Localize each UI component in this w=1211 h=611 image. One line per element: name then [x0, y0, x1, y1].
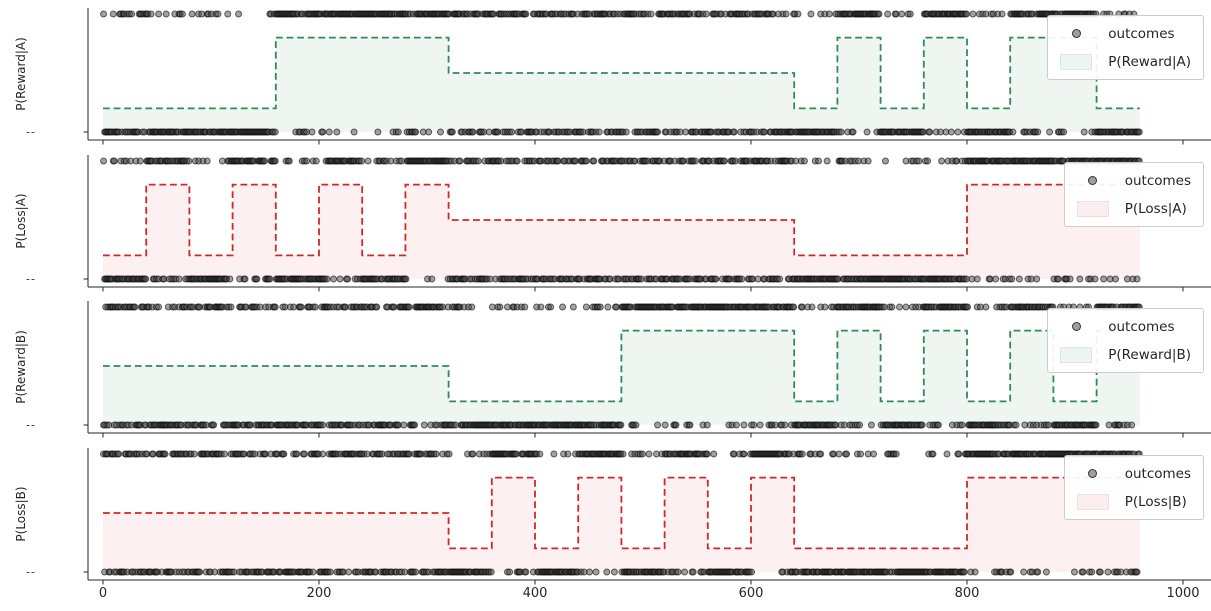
legend-label-outcomes: outcomes: [1124, 465, 1191, 482]
x-axis-tick-labels: 0 200 400 600 800 1000: [0, 585, 1211, 609]
probability-patch-icon: [1076, 200, 1109, 217]
subplot-reward-a: P(Reward|A) -- outcomes P(Reward|A): [0, 8, 1211, 155]
legend-marker-col: [1054, 29, 1098, 38]
subplot-reward-b: P(Reward|B) -- outcomes P(Reward|B): [0, 301, 1211, 448]
plot-area: [83, 155, 1211, 292]
legend-label-probability: P(Loss|A): [1124, 200, 1187, 217]
y-tick-label: --: [26, 418, 36, 432]
legend-patch-col: [1071, 493, 1115, 510]
y-axis-label: P(Reward|A): [14, 37, 28, 111]
x-tick-label: 1000: [1166, 586, 1200, 601]
legend-entry-outcomes: outcomes: [1054, 314, 1191, 339]
probability-patch-icon: [1060, 53, 1093, 70]
plot-area: [83, 301, 1211, 438]
legend-entry-probability: P(Reward|B): [1054, 342, 1191, 367]
legend: outcomes P(Reward|A): [1047, 15, 1204, 80]
plot-area: [83, 448, 1211, 585]
outcomes-marker-icon: [1088, 469, 1098, 478]
x-tick-label: 0: [98, 586, 108, 601]
legend-marker-col: [1071, 469, 1115, 478]
y-tick-label: --: [26, 125, 36, 139]
legend: outcomes P(Loss|A): [1063, 162, 1204, 227]
legend-label-probability: P(Reward|B): [1108, 346, 1191, 363]
legend-patch-col: [1054, 53, 1098, 70]
y-tick-label: --: [26, 565, 36, 579]
legend-patch-col: [1071, 200, 1115, 217]
outcomes-marker-icon: [1071, 29, 1081, 38]
y-axis-label: P(Reward|B): [14, 330, 28, 404]
x-tick-label: 200: [306, 586, 332, 601]
legend-entry-outcomes: outcomes: [1071, 168, 1191, 193]
x-tick-label: 600: [738, 586, 764, 601]
outcomes-marker-icon: [1071, 322, 1081, 331]
legend-label-outcomes: outcomes: [1124, 172, 1191, 189]
legend-entry-outcomes: outcomes: [1054, 21, 1191, 46]
legend-label-outcomes: outcomes: [1108, 25, 1175, 42]
legend-marker-col: [1071, 176, 1115, 185]
legend-label-probability: P(Reward|A): [1108, 53, 1191, 70]
legend: outcomes P(Loss|B): [1063, 455, 1204, 520]
probability-patch-icon: [1060, 346, 1093, 363]
legend-entry-outcomes: outcomes: [1071, 461, 1191, 486]
subplot-loss-b: P(Loss|B) -- outcomes P(Loss|B): [0, 448, 1211, 595]
legend-entry-probability: P(Reward|A): [1054, 49, 1191, 74]
x-tick-label: 400: [522, 586, 548, 601]
x-tick-label: 800: [954, 586, 980, 601]
probability-patch-icon: [1076, 493, 1109, 510]
legend-entry-probability: P(Loss|A): [1071, 196, 1191, 221]
legend-label-outcomes: outcomes: [1108, 318, 1175, 335]
legend: outcomes P(Reward|B): [1047, 308, 1204, 373]
legend-entry-probability: P(Loss|B): [1071, 489, 1191, 514]
y-tick-label: --: [26, 272, 36, 286]
legend-marker-col: [1054, 322, 1098, 331]
outcomes-marker-icon: [1088, 176, 1098, 185]
legend-patch-col: [1054, 346, 1098, 363]
y-axis-label: P(Loss|A): [14, 193, 28, 249]
subplot-loss-a: P(Loss|A) -- outcomes P(Loss|A): [0, 155, 1211, 302]
legend-label-probability: P(Loss|B): [1124, 493, 1187, 510]
plot-area: [83, 8, 1211, 145]
y-axis-label: P(Loss|B): [14, 486, 28, 542]
